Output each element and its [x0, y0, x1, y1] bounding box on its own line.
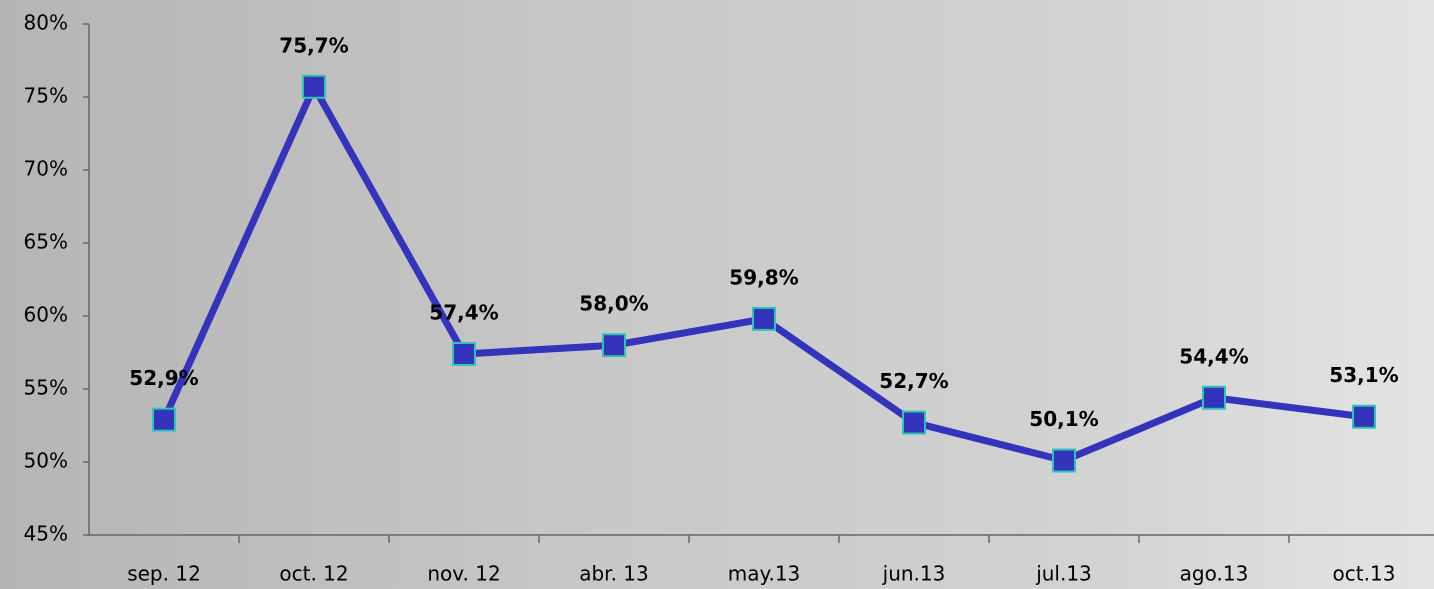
- marker: [1353, 406, 1375, 428]
- x-tick-label: ago.13: [1180, 562, 1249, 586]
- value-label: 52,9%: [129, 366, 198, 390]
- y-tick-label: 75%: [24, 84, 68, 108]
- value-label: 54,4%: [1179, 344, 1248, 368]
- x-tick-label: may.13: [728, 562, 801, 586]
- x-tick-label: oct. 12: [279, 562, 348, 586]
- value-label: 53,1%: [1329, 363, 1398, 387]
- background: [0, 0, 1434, 589]
- marker: [1203, 387, 1225, 409]
- marker: [603, 334, 625, 356]
- marker: [153, 409, 175, 431]
- x-tick-label: oct.13: [1333, 562, 1396, 586]
- value-label: 50,1%: [1029, 407, 1098, 431]
- marker: [753, 308, 775, 330]
- value-label: 59,8%: [729, 265, 798, 289]
- y-tick-label: 80%: [24, 11, 68, 35]
- y-tick-label: 55%: [24, 376, 68, 400]
- x-tick-label: abr. 13: [579, 562, 649, 586]
- page: {"chart_data": {"type": "line", "categor…: [0, 0, 1434, 589]
- marker: [303, 76, 325, 98]
- y-tick-label: 50%: [24, 449, 68, 473]
- marker: [453, 343, 475, 365]
- value-label: 52,7%: [879, 369, 948, 393]
- x-tick-label: jul.13: [1035, 562, 1092, 586]
- value-label: 75,7%: [279, 33, 348, 57]
- marker: [1053, 450, 1075, 472]
- y-tick-label: 45%: [24, 522, 68, 546]
- marker: [903, 412, 925, 434]
- value-label: 57,4%: [429, 300, 498, 324]
- y-tick-label: 60%: [24, 303, 68, 327]
- x-tick-label: nov. 12: [427, 562, 500, 586]
- x-tick-label: sep. 12: [127, 562, 201, 586]
- x-tick-label: jun.13: [882, 562, 946, 586]
- value-label: 58,0%: [579, 292, 648, 316]
- y-tick-label: 65%: [24, 230, 68, 254]
- chart: 45% 50% 55% 60% 65% 70% 75% 80% sep. 12 oct. 12 no…: [0, 0, 1434, 589]
- y-tick-label: 70%: [24, 157, 68, 181]
